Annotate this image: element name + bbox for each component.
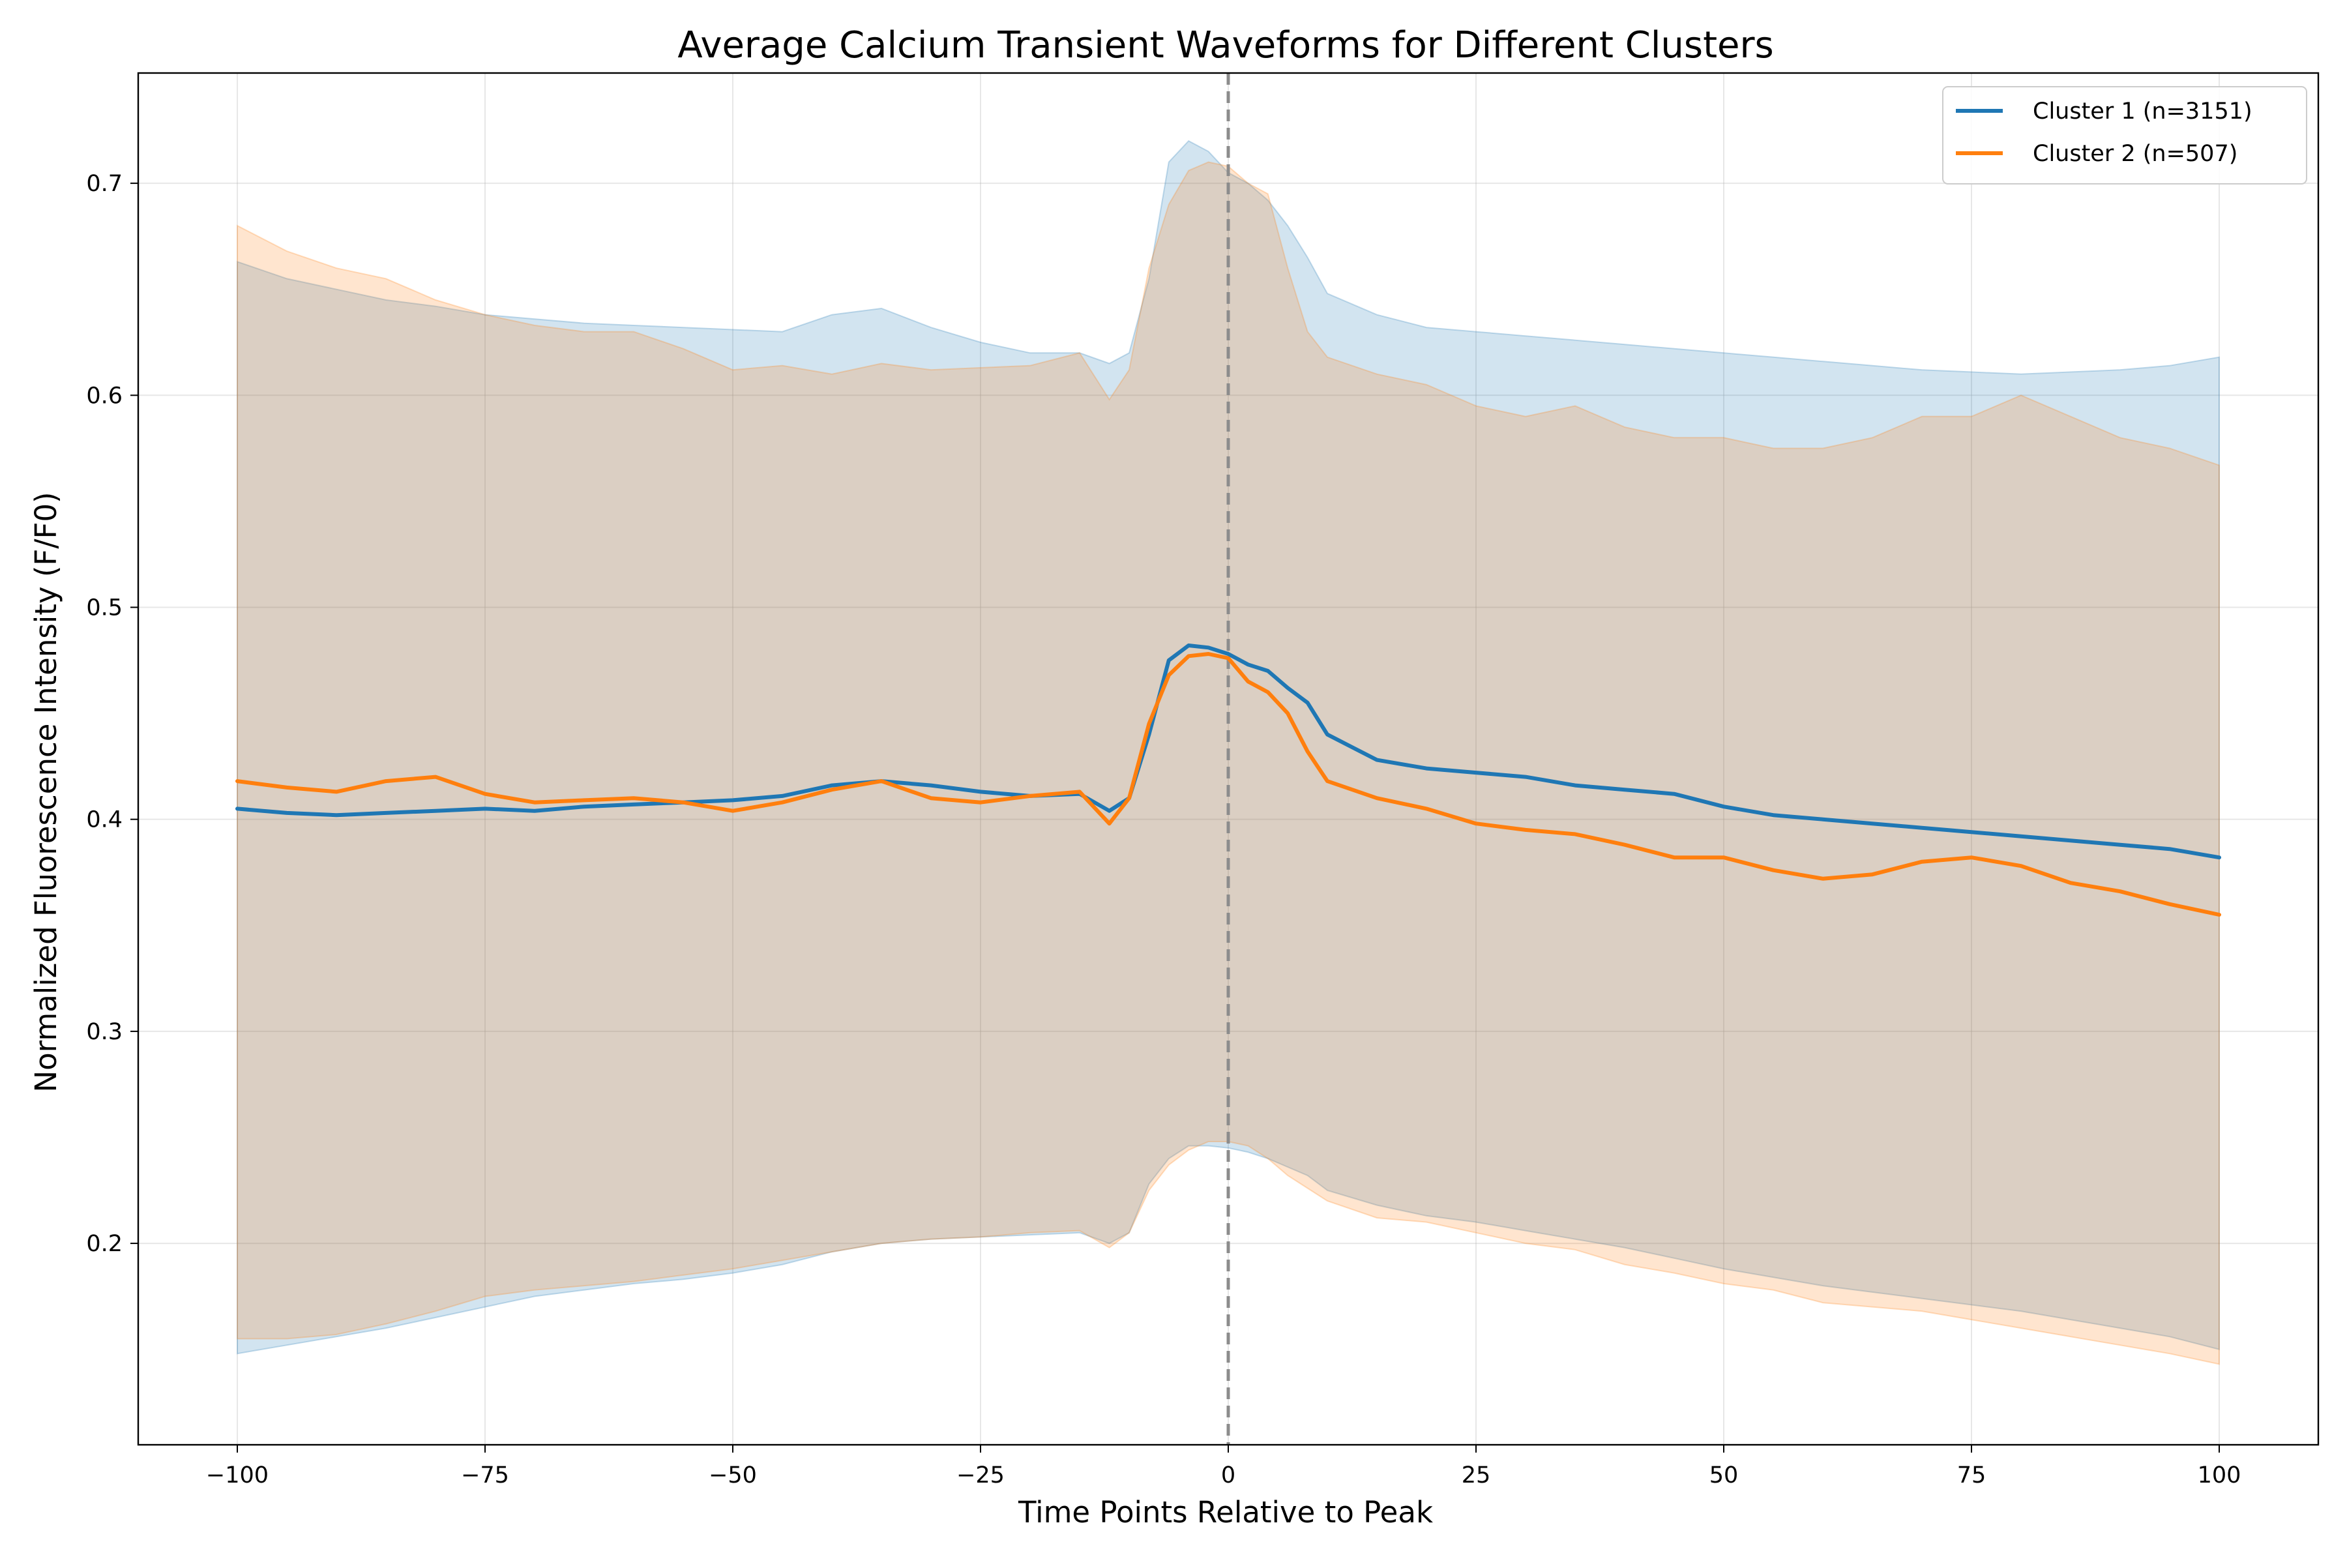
chart-title: Average Calcium Transient Waveforms for … [677,24,1773,67]
y-tick-label: 0.6 [86,383,123,409]
legend-box [1942,86,2307,185]
band-cluster-1 [237,140,2220,1355]
x-tick-label: −100 [206,1462,269,1488]
x-tick-label: 50 [1709,1462,1739,1488]
x-tick-label: −50 [709,1462,757,1488]
y-tick-label: 0.7 [86,171,123,197]
x-tick-label: −25 [956,1462,1005,1488]
y-axis-ticks: 0.2 0.3 0.4 0.5 0.6 0.7 [86,171,138,1257]
line-cluster-2 [235,652,2221,917]
legend-label-cluster-2: Cluster 2 (n=507) [2033,141,2237,167]
x-tick-label: 25 [1462,1462,1491,1488]
y-tick-label: 0.2 [86,1231,123,1257]
legend: Cluster 1 (n=3151) Cluster 2 (n=507) [1942,86,2307,185]
x-tick-label: 100 [2198,1462,2241,1488]
band-cluster-2 [237,161,2220,1365]
x-tick-label: −75 [461,1462,509,1488]
x-tick-label: 75 [1957,1462,1986,1488]
line-cluster-1 [235,643,2221,860]
x-axis-label: Time Points Relative to Peak [1018,1495,1433,1530]
y-tick-label: 0.3 [86,1019,123,1045]
x-axis-ticks: −100 −75 −50 −25 0 25 50 75 100 [206,1445,2241,1488]
legend-label-cluster-1: Cluster 1 (n=3151) [2033,98,2252,125]
confidence-bands [237,140,2220,1365]
y-tick-label: 0.4 [86,807,123,833]
y-tick-label: 0.5 [86,595,123,621]
y-axis-label: Normalized Fluorescence Intensity (F/F0) [29,492,63,1092]
x-tick-label: 0 [1221,1462,1235,1488]
series-lines [235,643,2221,917]
